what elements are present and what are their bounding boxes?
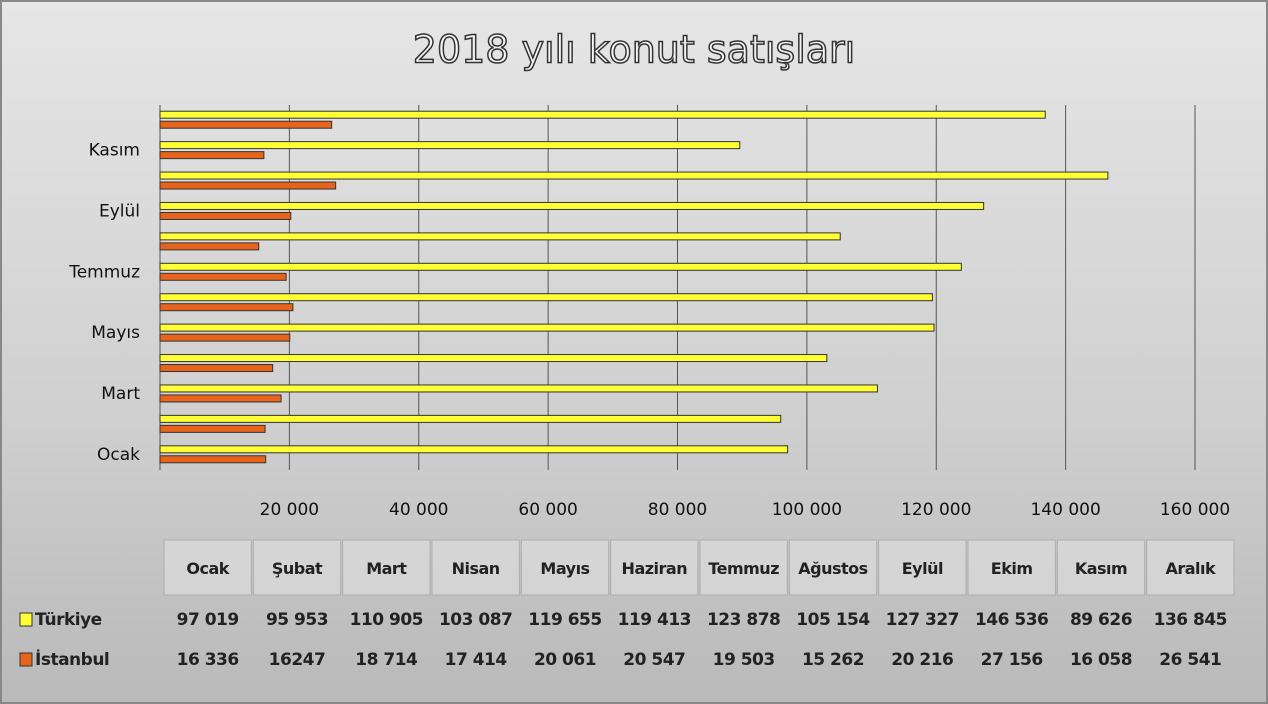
bar [159,364,274,373]
table-value: 20 061 [534,650,596,670]
bar [159,262,962,271]
table-value: 146 536 [975,610,1048,630]
table-header-label: Kasım [1075,559,1127,578]
bar [159,445,789,454]
legend-key [19,652,33,667]
bar [159,293,933,302]
table-header-label: Temmuz [708,559,779,578]
bar [159,151,265,160]
table-header-label: Ekim [991,559,1033,578]
table-value: 97 019 [177,610,239,630]
legend-label: İstanbul [35,648,109,670]
table-value: 123 878 [707,610,780,630]
table-header-label: Haziran [622,559,688,578]
chart-title: 2018 yılı konut satışları [413,28,855,72]
x-tick-label: 120 000 [901,500,971,520]
table-header-label: Ocak [186,559,229,578]
table-header-cell [878,539,967,596]
table-value: 136 845 [1154,610,1227,630]
bar [159,110,1046,119]
table-header-label: Ağustos [798,559,867,578]
bar [159,181,337,190]
table-value: 17 414 [445,650,508,670]
table-header-label: Aralık [1165,559,1216,578]
table-value: 89 626 [1070,610,1132,630]
bar [159,414,782,423]
y-tick-label: Temmuz [68,262,140,282]
table-value: 16247 [269,650,326,670]
table-value: 20 547 [623,650,685,670]
table-value: 105 154 [796,610,870,630]
table-value: 20 216 [891,650,953,670]
table-value: 119 655 [528,610,601,630]
table-header-cell [788,539,878,596]
table-header-cell [163,539,252,596]
x-tick-label: 160 000 [1160,500,1230,520]
x-tick-label: 80 000 [648,500,707,520]
table-value: 15 262 [802,650,864,670]
x-tick-label: 20 000 [260,500,319,520]
bar [159,333,291,342]
legend-label: Türkiye [35,610,102,630]
table-header-label: Eylül [902,559,943,578]
table-header-cell [610,539,699,596]
table-value: 95 953 [266,610,328,630]
x-tick-label: 60 000 [518,500,577,520]
table-value: 103 087 [439,610,512,630]
table-value: 16 336 [177,650,239,670]
table-header-cell [1056,539,1146,596]
table-value: 19 503 [713,650,775,670]
x-tick-label: 40 000 [389,500,448,520]
y-tick-label: Eylül [99,201,140,221]
table-value: 16 058 [1070,650,1132,670]
table-value: 110 905 [350,610,423,630]
bar [159,201,985,210]
table-header-cell [342,539,431,596]
bar [159,272,287,281]
table-header-cell [699,539,788,596]
bar [159,171,1109,180]
x-tick-label: 140 000 [1030,500,1100,520]
bar [159,455,267,464]
bar [159,354,828,363]
table-value: 26 541 [1159,650,1221,670]
bar [159,424,266,433]
table-value: 127 327 [886,610,959,630]
table-header-cell [252,539,342,596]
y-tick-label: Mart [101,384,140,404]
table-value: 18 714 [355,650,418,670]
table-header-cell [431,539,520,596]
table-header-cell [520,539,610,596]
table-header-label: Şubat [272,559,323,578]
bar [159,242,260,251]
bar [159,120,333,129]
y-tick-label: Ocak [97,445,140,465]
y-tick-label: Mayıs [91,323,140,343]
table-header-label: Mayıs [540,559,589,578]
table-header-label: Mart [366,559,407,578]
bar [159,141,741,150]
y-tick-label: Kasım [89,141,140,161]
bar [159,232,841,241]
legend-key [19,612,33,627]
bar [159,394,282,403]
table-header-cell [967,539,1056,596]
table-value: 27 156 [981,650,1043,670]
x-tick-label: 100 000 [772,500,842,520]
table-header-cell [1146,539,1235,596]
table-value: 119 413 [618,610,691,630]
bar [159,323,935,332]
table-header-label: Nisan [452,559,500,578]
bar [159,211,292,220]
bar [159,384,878,393]
bar [159,303,294,312]
